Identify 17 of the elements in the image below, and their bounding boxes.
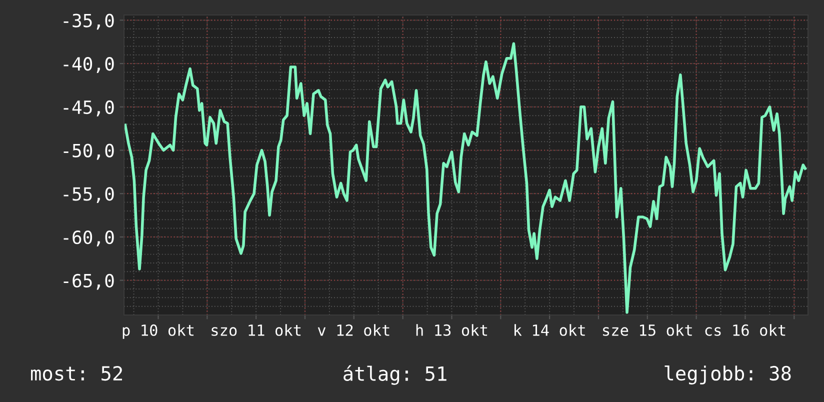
text: most: 52 <box>31 366 122 381</box>
y-tick-label: -65,0 <box>64 274 114 290</box>
y-tick-label: -40,0 <box>64 57 114 73</box>
x-tick-label: szo 11 okt <box>212 324 301 336</box>
y-tick-label: -35,0 <box>64 14 114 30</box>
x-tick-label: sze 15 okt <box>602 324 692 336</box>
x-tick-label: cs 16 okt <box>705 324 786 336</box>
x-tick-label: h 13 okt <box>416 324 488 336</box>
y-tick-label: -55,0 <box>64 187 114 204</box>
x-tick-label: p 10 okt <box>122 324 194 339</box>
y-tick-label: -60,0 <box>64 230 114 246</box>
x-tick-label: k 14 okt <box>514 324 585 336</box>
y-tick-label: -50,0 <box>64 144 114 160</box>
text: legjobb: 38 <box>664 365 791 385</box>
x-tick-label: v 12 okt <box>318 324 390 336</box>
y-tick-label: -45,0 <box>64 100 114 116</box>
text: átlag: 51 <box>344 365 446 385</box>
